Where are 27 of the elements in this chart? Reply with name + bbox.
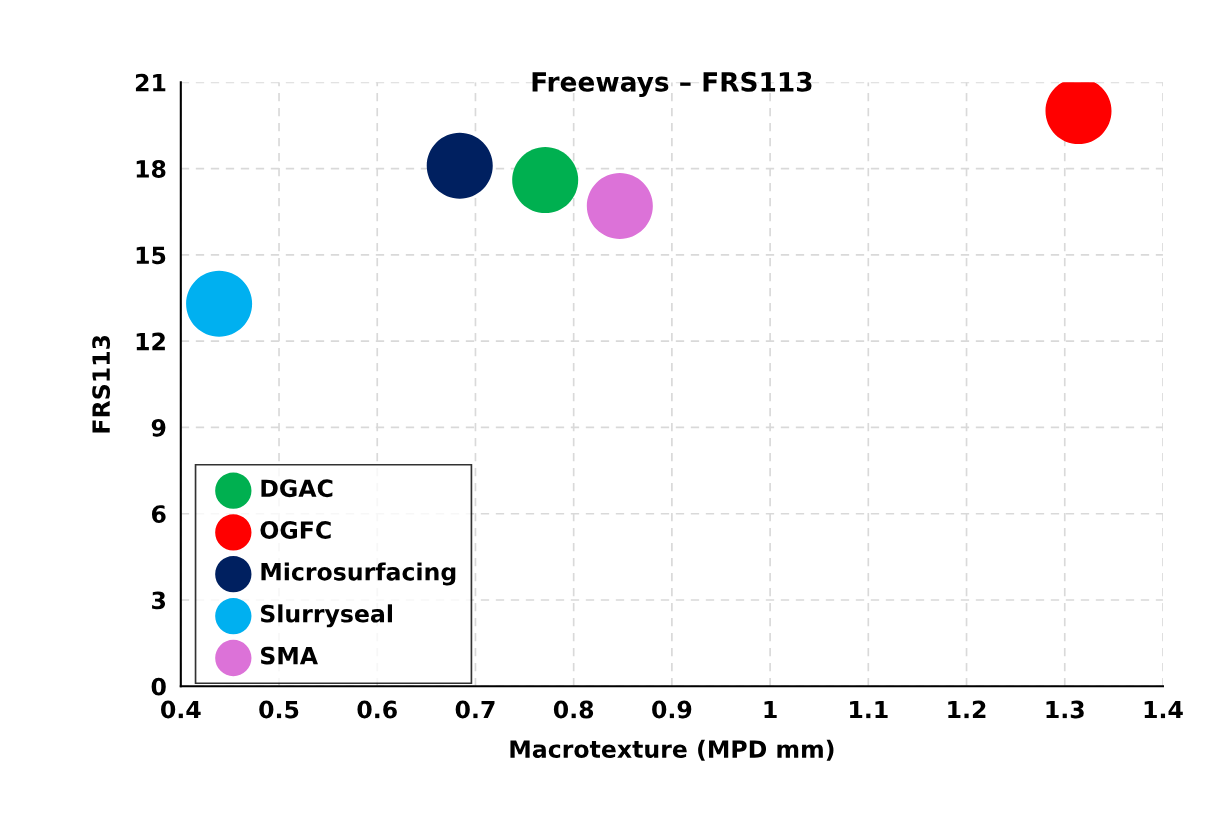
legend-label: SMA — [260, 646, 318, 665]
y-tick-label: 12 — [136, 332, 165, 351]
x-tick-label: 0.5 — [259, 700, 299, 719]
x-tick-label: 1.1 — [850, 700, 888, 719]
y-tick-label: 18 — [136, 160, 166, 178]
x-tick-label: 0.7 — [455, 700, 495, 719]
y-tick-label: 15 — [136, 246, 166, 265]
legend-label: DGAC — [261, 479, 333, 498]
x-tick-label: 0.4 — [161, 700, 201, 719]
x-tick-label: 0.6 — [357, 700, 397, 719]
y-tick-label: 6 — [151, 505, 166, 524]
y-tick-label: 0 — [151, 677, 166, 696]
chart-title: Freeways – FRS113 — [532, 71, 812, 98]
legend-label: OGFC — [260, 521, 331, 539]
y-tick-label: 21 — [135, 73, 166, 92]
x-tick-label: 0.8 — [553, 700, 594, 719]
x-tick-label: 1.4 — [1144, 700, 1183, 719]
x-axis-title: Macrotexture (MPD mm) — [510, 739, 834, 761]
y-tick-label: 9 — [151, 418, 166, 437]
y-tick-label: 3 — [152, 591, 166, 610]
x-tick-label: 1.3 — [1046, 700, 1084, 719]
y-axis-title: FRS113 — [92, 335, 111, 433]
x-tick-label: 1.2 — [948, 700, 986, 719]
legend-label: Microsurfacing — [261, 562, 456, 586]
legend-label: Slurryseal — [260, 604, 392, 628]
x-tick-label: 0.9 — [652, 700, 692, 719]
x-tick-label: 1 — [764, 700, 777, 719]
